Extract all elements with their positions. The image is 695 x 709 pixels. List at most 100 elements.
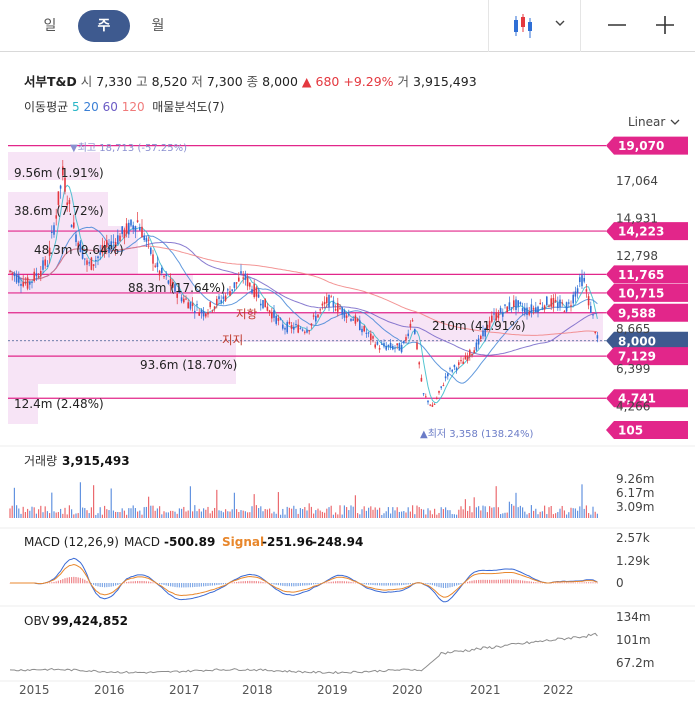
volume-bar bbox=[214, 507, 216, 518]
volume-panel-value: 3,915,493 bbox=[62, 454, 130, 468]
change-percent: +9.29% bbox=[343, 74, 394, 89]
ma-120[interactable]: 120 bbox=[121, 100, 145, 114]
candle-body bbox=[418, 362, 420, 365]
candle-body bbox=[253, 283, 255, 298]
candle bbox=[271, 307, 273, 323]
support-label: 지지 bbox=[222, 333, 243, 347]
macd-histogram-bar bbox=[535, 582, 537, 584]
candle bbox=[477, 334, 480, 349]
candle-body bbox=[383, 343, 385, 347]
candle-body bbox=[510, 307, 513, 309]
volume-bar bbox=[447, 510, 449, 518]
volume-bar bbox=[286, 506, 288, 518]
volume-bar bbox=[326, 508, 328, 518]
candle bbox=[537, 305, 539, 318]
macd-histogram-bar bbox=[62, 579, 64, 584]
candle-body bbox=[183, 298, 185, 303]
candle-body bbox=[350, 318, 352, 321]
ma-5[interactable]: 5 bbox=[72, 100, 80, 114]
volume-bar bbox=[60, 508, 62, 518]
macd-histogram-bar bbox=[161, 583, 163, 585]
candle-body bbox=[334, 309, 337, 311]
volume-profile-label[interactable]: 매물분석도(7) bbox=[152, 100, 225, 114]
volume-bar bbox=[139, 510, 141, 518]
macd-histogram-bar bbox=[181, 583, 183, 588]
candle bbox=[286, 320, 288, 335]
candle-body bbox=[24, 281, 27, 284]
tab-day[interactable]: 일 bbox=[43, 18, 57, 34]
volume-bar bbox=[82, 507, 84, 518]
candle-body bbox=[275, 315, 277, 324]
candle bbox=[75, 231, 77, 247]
candle bbox=[185, 295, 187, 301]
tab-week[interactable]: 주 bbox=[78, 10, 130, 42]
volume-bar bbox=[555, 513, 557, 518]
candle bbox=[121, 226, 123, 238]
price-axis-tick: 17,064 bbox=[616, 174, 658, 188]
scale-selector[interactable]: Linear bbox=[628, 114, 681, 129]
candle-body bbox=[315, 315, 317, 322]
macd-histogram-bar bbox=[511, 579, 513, 584]
volume-bar bbox=[511, 503, 513, 518]
volume-bar bbox=[123, 510, 125, 518]
volume-bar bbox=[99, 507, 101, 518]
candle-body bbox=[55, 215, 57, 219]
candle bbox=[532, 305, 535, 315]
zoom-in-button[interactable] bbox=[652, 12, 678, 40]
candle-body bbox=[554, 299, 557, 302]
volume-bar bbox=[154, 510, 156, 518]
volume-bar bbox=[126, 514, 128, 518]
candle-body bbox=[286, 322, 288, 333]
candle-body bbox=[196, 304, 198, 306]
macd-panel-label: MACD (12,26,9) bbox=[24, 535, 119, 549]
candle bbox=[154, 263, 156, 268]
macd-histogram-bar bbox=[581, 582, 583, 584]
volume-bar bbox=[403, 511, 405, 518]
macd-histogram-bar bbox=[75, 577, 77, 584]
tab-month[interactable]: 월 bbox=[151, 18, 165, 34]
volume-bar bbox=[482, 505, 484, 518]
moving-average-line bbox=[9, 184, 598, 404]
volume-bar bbox=[218, 510, 220, 518]
candle bbox=[134, 225, 137, 239]
candle-body bbox=[86, 260, 88, 265]
ma-20[interactable]: 20 bbox=[83, 100, 99, 114]
badge-shape bbox=[606, 331, 688, 350]
candle bbox=[552, 294, 555, 312]
volume-bar bbox=[198, 508, 200, 518]
candle-body bbox=[568, 302, 570, 304]
macd-histogram-bar bbox=[449, 583, 451, 588]
candle bbox=[299, 326, 302, 330]
volume-profile bbox=[8, 152, 603, 424]
volume-bar bbox=[38, 509, 40, 518]
candle-body bbox=[189, 302, 192, 309]
volume-bar bbox=[255, 505, 257, 518]
candle bbox=[572, 291, 574, 306]
zoom-out-button[interactable] bbox=[604, 12, 630, 40]
volume-bar bbox=[579, 506, 581, 518]
volume-bar bbox=[242, 510, 244, 518]
macd-histogram-bar bbox=[247, 580, 249, 584]
moving-average-line bbox=[9, 245, 598, 336]
candle bbox=[119, 232, 121, 242]
candle-body bbox=[453, 364, 456, 368]
candle-body bbox=[330, 296, 332, 298]
volume-bar bbox=[440, 507, 442, 518]
badge-label: 7,129 bbox=[618, 350, 656, 364]
candle bbox=[447, 373, 449, 380]
candle bbox=[218, 294, 220, 304]
macd-histogram-bar bbox=[286, 583, 288, 587]
candle bbox=[130, 219, 132, 228]
macd-histogram-bar bbox=[596, 582, 598, 584]
ma-60[interactable]: 60 bbox=[102, 100, 118, 114]
candle-body bbox=[174, 284, 176, 292]
candle bbox=[326, 292, 328, 308]
volume-bar bbox=[401, 511, 403, 518]
chart-type-button[interactable] bbox=[500, 12, 570, 40]
volume-bar bbox=[244, 511, 246, 518]
badge-label: 9,588 bbox=[618, 306, 656, 320]
macd-histogram-bar bbox=[231, 582, 233, 584]
macd-histogram-bar bbox=[101, 583, 103, 588]
volume-bar bbox=[425, 514, 427, 518]
